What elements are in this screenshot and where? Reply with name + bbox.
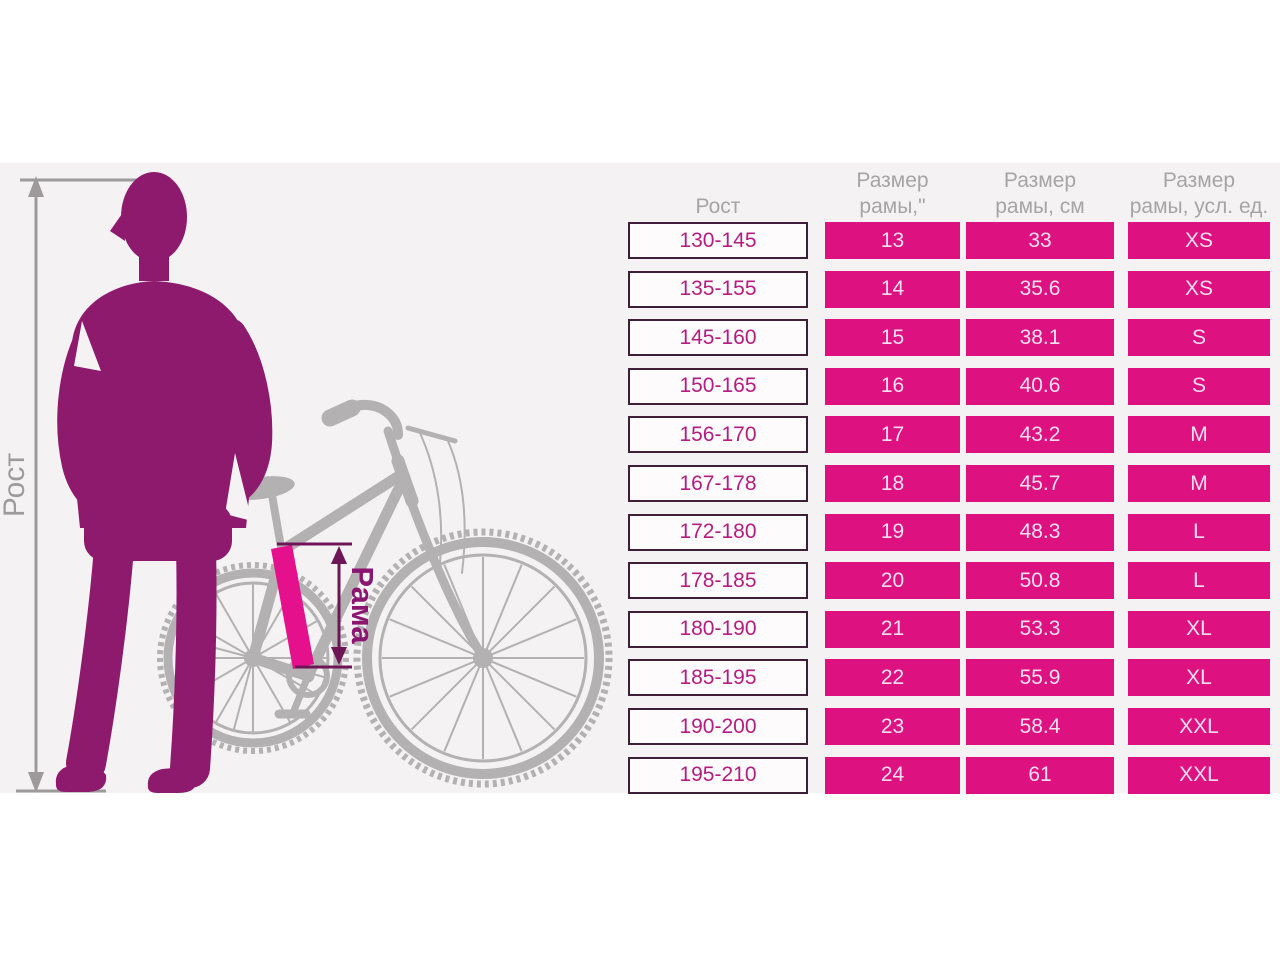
frame-size-cell: XL	[1128, 659, 1270, 697]
frame-size-cell: XXL	[1128, 708, 1270, 745]
frame-inches-cell: 16	[825, 367, 960, 405]
frame-inches-cell: 17	[825, 416, 960, 454]
column-header-frame-cm: Размер рамы, см	[995, 169, 1085, 218]
table-row: 180-190 21 53.3 XL	[620, 610, 1280, 648]
bicycle	[157, 399, 613, 788]
frame-cm-cell: 40.6	[966, 367, 1114, 405]
frame-size-cell: S	[1128, 319, 1270, 357]
frame-size-cell: XL	[1128, 610, 1270, 648]
frame-cm-cell: 45.7	[966, 465, 1114, 502]
height-range-cell: 135-155	[628, 270, 808, 308]
frame-inches-cell: 18	[825, 465, 960, 502]
frame-cm-cell: 38.1	[966, 319, 1114, 357]
frame-inches-cell: 14	[825, 270, 960, 308]
height-range-cell: 195-210	[628, 756, 808, 794]
frame-size-cell: L	[1128, 513, 1270, 551]
height-range-cell: 150-165	[628, 367, 808, 405]
table-row: 190-200 23 58.4 XXL	[620, 708, 1280, 745]
frame-size-cell: XS	[1128, 270, 1270, 308]
height-range-cell: 180-190	[628, 610, 808, 648]
frame-cm-cell: 61	[966, 756, 1114, 794]
frame-inches-cell: 23	[825, 708, 960, 745]
size-table: Рост Размер рамы," Размер рамы, см Размер р…	[620, 163, 1280, 795]
column-header-frame-inches: Размер рамы,"	[856, 169, 929, 218]
table-row: 145-160 15 38.1 S	[620, 319, 1280, 357]
table-row: 150-165 16 40.6 S	[620, 367, 1280, 405]
frame-inches-cell: 15	[825, 319, 960, 357]
table-row: 178-185 20 50.8 L	[620, 562, 1280, 600]
frame-cm-cell: 58.4	[966, 708, 1114, 745]
height-range-cell: 145-160	[628, 319, 808, 357]
person-bike-illustration: Рост	[0, 172, 613, 793]
table-row: 172-180 19 48.3 L	[620, 513, 1280, 551]
frame-label: Рама	[345, 566, 380, 644]
table-row: 156-170 17 43.2 M	[620, 416, 1280, 454]
frame-size-cell: M	[1128, 416, 1270, 454]
height-range-cell: 190-200	[628, 708, 808, 745]
height-label: Рост	[0, 453, 31, 517]
frame-cm-cell: 35.6	[966, 270, 1114, 308]
frame-cm-cell: 43.2	[966, 416, 1114, 454]
frame-size-cell: XXL	[1128, 756, 1270, 794]
frame-inches-cell: 20	[825, 562, 960, 600]
height-range-cell: 156-170	[628, 416, 808, 454]
height-range-cell: 167-178	[628, 465, 808, 502]
frame-cm-cell: 33	[966, 222, 1114, 259]
height-range-cell: 185-195	[628, 659, 808, 697]
frame-inches-cell: 13	[825, 222, 960, 259]
frame-cm-cell: 50.8	[966, 562, 1114, 600]
frame-size-cell: XS	[1128, 222, 1270, 259]
height-range-cell: 130-145	[628, 222, 808, 259]
frame-size-cell: M	[1128, 465, 1270, 502]
frame-inches-cell: 24	[825, 756, 960, 794]
frame-size-cell: L	[1128, 562, 1270, 600]
left-arm-gap	[74, 321, 101, 371]
frame-cm-cell: 48.3	[966, 513, 1114, 551]
frame-inches-cell: 22	[825, 659, 960, 697]
column-header-frame-size: Размер рамы, усл. ед.	[1129, 169, 1269, 218]
table-row: 185-195 22 55.9 XL	[620, 659, 1280, 697]
frame-size-cell: S	[1128, 367, 1270, 405]
frame-highlight-tube	[271, 545, 314, 669]
frame-inches-cell: 21	[825, 610, 960, 648]
table-row: 195-210 24 61 XXL	[620, 756, 1280, 794]
height-range-cell: 178-185	[628, 562, 808, 600]
table-row: 135-155 14 35.6 XS	[620, 270, 1280, 308]
frame-inches-cell: 19	[825, 513, 960, 551]
right-arm-gap	[225, 453, 252, 521]
frame-cm-cell: 55.9	[966, 659, 1114, 697]
frame-cm-cell: 53.3	[966, 610, 1114, 648]
height-range-cell: 172-180	[628, 513, 808, 551]
table-row: 167-178 18 45.7 M	[620, 465, 1280, 502]
person-silhouette	[55, 172, 273, 793]
table-row: 130-145 13 33 XS	[620, 222, 1280, 259]
column-header-height: Рост	[695, 195, 741, 218]
frame-size-arrow	[277, 542, 352, 669]
